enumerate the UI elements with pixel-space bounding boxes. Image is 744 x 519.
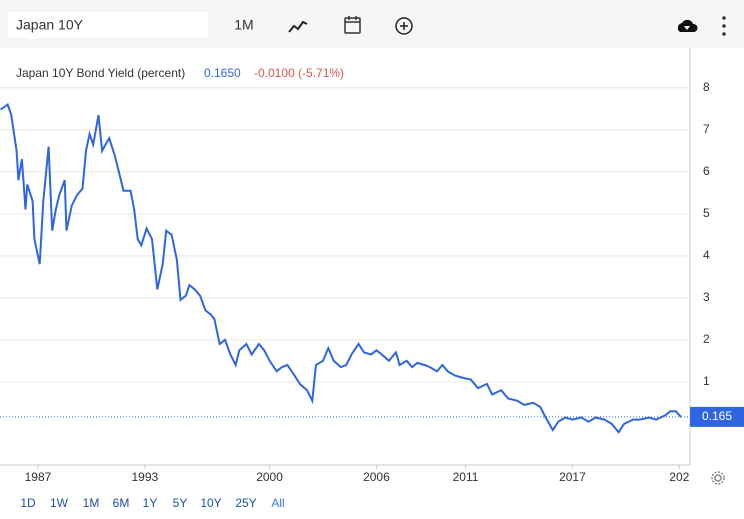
current-value-box [690, 406, 744, 427]
range-buttons: 1D 1W 1M 6M 1Y 5Y 10Y 25Y All [20, 496, 284, 510]
y-tick-label: 5 [703, 206, 710, 220]
x-tick-label: 2011 [453, 470, 479, 484]
search-text[interactable]: Japan 10Y [16, 17, 84, 33]
x-tick-label: 2006 [363, 470, 390, 484]
legend-last: 0.1650 [204, 66, 241, 80]
x-tick-label: 202 [669, 470, 689, 484]
y-tick-label: 2 [703, 332, 710, 346]
menu-icon[interactable] [722, 16, 726, 36]
range-button[interactable]: All [271, 496, 284, 510]
range-button[interactable]: 6M [113, 496, 130, 510]
search-box[interactable] [8, 12, 208, 38]
add-icon[interactable] [395, 17, 413, 35]
range-button[interactable]: 10Y [200, 496, 221, 510]
x-tick-label: 2017 [559, 470, 586, 484]
interval-button[interactable]: 1M [234, 17, 253, 33]
download-icon[interactable] [677, 19, 698, 32]
gear-icon[interactable] [711, 471, 725, 485]
range-button[interactable]: 25Y [235, 496, 256, 510]
line-series [0, 103, 682, 434]
current-value-label: 0.165 [702, 409, 732, 423]
calendar-icon[interactable] [344, 16, 361, 34]
y-tick-label: 8 [703, 80, 710, 94]
y-tick-label: 4 [703, 248, 710, 262]
y-tick-label: 3 [703, 290, 710, 304]
range-button[interactable]: 5Y [173, 496, 188, 510]
range-button[interactable]: 1W [50, 496, 69, 510]
range-button[interactable]: 1D [20, 496, 36, 510]
legend-change: -0.0100 (-5.71%) [254, 66, 344, 80]
x-tick-label: 1993 [131, 470, 158, 484]
range-button[interactable]: 1Y [143, 496, 158, 510]
x-tick-label: 2000 [256, 470, 283, 484]
y-tick-label: 6 [703, 164, 710, 178]
legend: Japan 10Y Bond Yield (percent) 0.1650 -0… [16, 66, 344, 80]
y-tick-label: 1 [703, 374, 710, 388]
range-button[interactable]: 1M [83, 496, 100, 510]
legend-series: Japan 10Y Bond Yield (percent) [16, 66, 185, 80]
y-tick-label: 7 [703, 122, 710, 136]
chart-type-icon[interactable] [288, 20, 308, 33]
x-tick-label: 1987 [25, 470, 52, 484]
